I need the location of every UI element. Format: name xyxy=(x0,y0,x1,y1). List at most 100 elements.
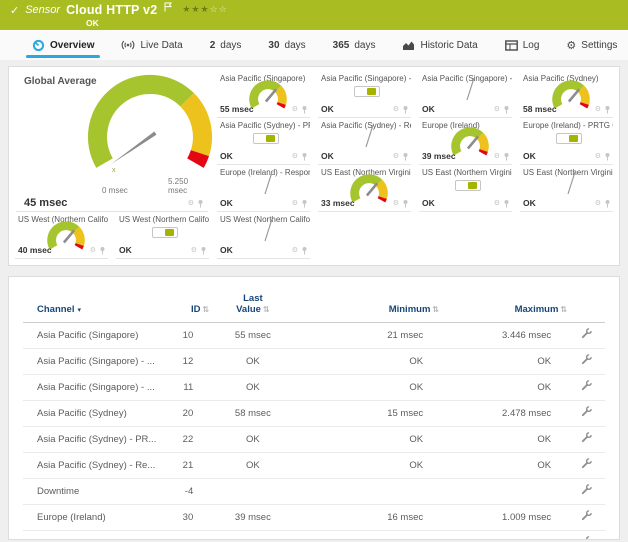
panel-gear-icon[interactable]: ⚙ xyxy=(595,200,601,207)
pin-icon[interactable] xyxy=(604,105,611,114)
channel-settings-wrench-icon[interactable] xyxy=(581,432,592,446)
tab-live-data[interactable]: Live Data xyxy=(115,30,188,60)
pin-icon[interactable] xyxy=(503,152,510,161)
channel-panel-title: US East (Northern Virginia) - ... xyxy=(422,168,512,177)
panel-gear-icon[interactable]: ⚙ xyxy=(292,106,298,113)
header-maximum[interactable]: Maximum⇅ xyxy=(439,291,567,323)
cell-id: 20 xyxy=(169,401,210,427)
header-label: ID xyxy=(191,304,201,315)
channel-settings-wrench-icon[interactable] xyxy=(581,536,592,540)
channel-panel: US East (Northern Virginia) 33 msec ⚙ xyxy=(318,165,411,212)
channel-panel-title: US West (Northern California)... xyxy=(119,215,209,224)
channel-panel: Asia Pacific (Singapore) - PR... OK ⚙ xyxy=(318,71,411,118)
panel-gear-icon[interactable]: ⚙ xyxy=(595,153,601,160)
flag-icon[interactable] xyxy=(164,0,172,17)
pin-icon[interactable] xyxy=(503,199,510,208)
table-header-row: Channel▾ ID⇅ LastValue⇅ Minimum⇅ Maximum… xyxy=(23,291,605,323)
panel-gear-icon[interactable]: ⚙ xyxy=(393,106,399,113)
tab-historic-data[interactable]: Historic Data xyxy=(396,30,483,60)
channel-panel: Asia Pacific (Singapore) 55 msec ⚙ xyxy=(217,71,310,118)
channel-panel: Asia Pacific (Singapore) - Res... OK ⚙ xyxy=(419,71,512,118)
cell-channel: Europe (Ireland) - PRTG Cl... xyxy=(23,531,169,541)
panel-gear-icon[interactable]: ⚙ xyxy=(292,153,298,160)
channel-panel: US West (Northern California) 40 msec ⚙ xyxy=(15,212,108,259)
tab-label: Log xyxy=(523,40,540,51)
channel-panel-value: OK xyxy=(422,198,435,208)
log-table-icon xyxy=(505,40,518,51)
header-last-value[interactable]: LastValue⇅ xyxy=(209,291,296,323)
pin-icon[interactable] xyxy=(99,246,106,255)
table-row: Asia Pacific (Sydney) - Re... 21 OK OK O… xyxy=(23,453,605,479)
status-check-icon: ✓ xyxy=(10,4,19,17)
header-minimum[interactable]: Minimum⇅ xyxy=(297,291,440,323)
channel-settings-wrench-icon[interactable] xyxy=(581,458,592,472)
pin-icon[interactable] xyxy=(402,199,409,208)
table-row: Asia Pacific (Sydney) - PR... 22 OK OK O… xyxy=(23,427,605,453)
tab-settings[interactable]: ⚙ Settings xyxy=(560,30,623,60)
cell-channel: Asia Pacific (Singapore) - ... xyxy=(23,375,169,401)
panel-gear-icon[interactable]: ⚙ xyxy=(595,106,601,113)
panel-gear-icon[interactable]: ⚙ xyxy=(292,247,298,254)
panel-gear-icon[interactable]: ⚙ xyxy=(188,200,194,207)
sensor-header: ✓ Sensor Cloud HTTP v2 ★★★☆☆ OK xyxy=(0,0,628,30)
tab-log[interactable]: Log xyxy=(499,30,546,60)
panel-gear-icon[interactable]: ⚙ xyxy=(191,247,197,254)
panel-gear-icon[interactable]: ⚙ xyxy=(90,247,96,254)
channel-settings-wrench-icon[interactable] xyxy=(581,380,592,394)
header-channel[interactable]: Channel▾ xyxy=(23,291,169,323)
tab-365-days[interactable]: 365 days xyxy=(327,30,382,60)
pin-icon[interactable] xyxy=(604,152,611,161)
priority-stars[interactable]: ★★★☆☆ xyxy=(182,5,227,15)
gauge-scale-max: 5.250 msec xyxy=(168,177,208,195)
panel-gear-icon[interactable]: ⚙ xyxy=(494,153,500,160)
pin-icon[interactable] xyxy=(200,246,207,255)
cell-id: 30 xyxy=(169,505,210,531)
channel-settings-wrench-icon[interactable] xyxy=(581,510,592,524)
stars-empty-icon[interactable]: ☆☆ xyxy=(210,5,228,15)
channel-settings-wrench-icon[interactable] xyxy=(581,484,592,498)
channel-panel: Asia Pacific (Sydney) - Respo... OK ⚙ xyxy=(318,118,411,165)
channel-panel-title: Europe (Ireland) - PRTG Cloud... xyxy=(523,121,613,130)
channel-panel-title: Asia Pacific (Singapore) - PR... xyxy=(321,74,411,83)
header-label: Minimum xyxy=(389,304,431,315)
channel-panel-value: 40 msec xyxy=(18,245,52,255)
channel-panel-value: OK xyxy=(220,151,233,161)
tab-overview[interactable]: Overview xyxy=(26,30,100,60)
needle-indicator-icon xyxy=(458,76,482,102)
tab-number: 2 xyxy=(210,40,216,51)
channel-settings-wrench-icon[interactable] xyxy=(581,328,592,342)
pin-icon[interactable] xyxy=(503,105,510,114)
tab-30-days[interactable]: 30 days xyxy=(262,30,311,60)
cell-minimum: OK xyxy=(297,531,440,541)
panel-gear-icon[interactable]: ⚙ xyxy=(393,153,399,160)
panel-gear-icon[interactable]: ⚙ xyxy=(494,200,500,207)
panel-gear-icon[interactable]: ⚙ xyxy=(393,200,399,207)
lookup-toggle-icon xyxy=(354,86,380,97)
tab-bar: Overview Live Data 2 days 30 days 365 da… xyxy=(0,30,628,60)
channel-settings-wrench-icon[interactable] xyxy=(581,406,592,420)
pin-icon[interactable] xyxy=(402,152,409,161)
channel-panel-value: 39 msec xyxy=(422,151,456,161)
pin-icon[interactable] xyxy=(301,246,308,255)
tab-2-days[interactable]: 2 days xyxy=(204,30,248,60)
pin-icon[interactable] xyxy=(301,199,308,208)
pin-icon[interactable] xyxy=(402,105,409,114)
pin-icon[interactable] xyxy=(197,199,204,208)
pin-icon[interactable] xyxy=(301,105,308,114)
cell-maximum xyxy=(439,479,567,505)
pin-icon[interactable] xyxy=(604,199,611,208)
panel-gear-icon[interactable]: ⚙ xyxy=(494,106,500,113)
cell-minimum: OK xyxy=(297,453,440,479)
header-id[interactable]: ID⇅ xyxy=(169,291,210,323)
cell-minimum: OK xyxy=(297,427,440,453)
tab-label: Live Data xyxy=(140,40,182,51)
stars-filled-icon[interactable]: ★★★ xyxy=(182,5,209,15)
sort-icon: ⇅ xyxy=(203,305,210,314)
panel-gear-icon[interactable]: ⚙ xyxy=(292,200,298,207)
cell-minimum: 21 msec xyxy=(297,323,440,349)
channel-settings-wrench-icon[interactable] xyxy=(581,354,592,368)
header-label: Channel xyxy=(37,304,74,315)
cell-last-value xyxy=(209,479,296,505)
pin-icon[interactable] xyxy=(301,152,308,161)
lookup-toggle-icon xyxy=(253,133,279,144)
